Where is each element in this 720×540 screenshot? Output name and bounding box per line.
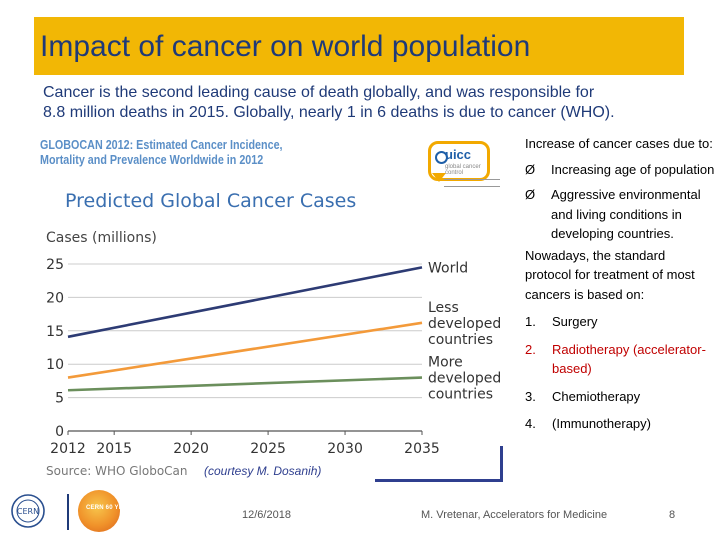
- series-label-less-developed: developed: [428, 316, 501, 332]
- anniversary-logo-text: CERN 60 YEARS: [86, 505, 137, 511]
- uicc-logo-underline: [444, 179, 500, 187]
- chart-y-tick-label: 20: [46, 290, 64, 306]
- chart-y-tick-label: 15: [46, 324, 64, 340]
- series-line-less-developed: [67, 321, 423, 379]
- chart-y-tick-label: 0: [55, 424, 64, 440]
- chart-x-tick-label: 2025: [250, 441, 286, 457]
- cause-item: Ø Aggressive environmental and living co…: [525, 185, 715, 244]
- treatment-label: Radiotherapy (accelerator-based): [552, 341, 706, 377]
- title-bar: Impact of cancer on world population: [34, 17, 684, 75]
- uicc-logo-subtext: global cancer control: [445, 164, 481, 176]
- treatment-label: (Immunotherapy): [552, 416, 651, 431]
- series-label-world: World: [428, 260, 468, 276]
- series-label-more-developed: developed: [428, 371, 501, 387]
- chart-title: Predicted Global Cancer Cases: [65, 190, 356, 212]
- intro-text: Cancer is the second leading cause of de…: [43, 83, 713, 123]
- right-column: Increase of cancer cases due to: Ø Incre…: [525, 134, 715, 434]
- uicc-logo: uicc global cancer control: [424, 139, 500, 189]
- chart-y-tick-label: 25: [46, 257, 64, 273]
- slide-title: Impact of cancer on world population: [40, 30, 531, 63]
- chart-series-labels: WorldLessdevelopedcountriesMoredeveloped…: [428, 260, 501, 402]
- cause-text: Aggressive environmental and living cond…: [551, 187, 701, 241]
- series-line-world: [67, 266, 423, 339]
- chart-x-tick-label: 2020: [173, 441, 209, 457]
- anniversary-logo: CERN 60 YEARS: [78, 490, 136, 532]
- treatment-item: 3. Chemiotherapy: [525, 387, 715, 407]
- chart-x-tick-label: 2030: [327, 441, 363, 457]
- protocol-intro: Nowadays, the standard protocol for trea…: [525, 247, 695, 302]
- series-label-more-developed: More: [428, 355, 463, 371]
- chart-x-tick-label: 2012: [50, 441, 86, 457]
- chart-series: [67, 266, 423, 392]
- chart-y-tick-label: 5: [55, 391, 64, 407]
- treatment-item-highlighted: 2. Radiotherapy (accelerator-based): [525, 340, 715, 379]
- footer-page-number: 8: [669, 509, 676, 521]
- series-label-less-developed: countries: [428, 332, 493, 348]
- intro-line-2: 8.8 million deaths in 2015. Globally, ne…: [43, 104, 615, 121]
- increase-intro: Increase of cancer cases due to:: [525, 136, 713, 151]
- chart-source: Source: WHO GloboCan: [46, 464, 188, 478]
- cause-item: Ø Increasing age of population: [525, 160, 715, 180]
- cause-text: Increasing age of population: [551, 161, 715, 177]
- arrow-bullet-icon: Ø: [525, 161, 536, 177]
- intro-line-1: Cancer is the second leading cause of de…: [43, 84, 595, 101]
- cern-logo-icon: CERN: [11, 494, 45, 528]
- treatment-label: Surgery: [552, 314, 598, 329]
- treatment-item: 1. Surgery: [525, 312, 715, 332]
- chart-x-tick-label: 2035: [404, 441, 440, 457]
- globocan-caption: GLOBOCAN 2012: Estimated Cancer Incidenc…: [40, 138, 283, 168]
- speech-tail-icon: [432, 173, 446, 182]
- chart-x-tick-label: 2015: [96, 441, 132, 457]
- logo-separator: [67, 494, 69, 530]
- treatment-number: 2.: [525, 341, 536, 357]
- series-label-less-developed: Less: [428, 300, 459, 316]
- uicc-logo-text: uicc: [445, 147, 472, 162]
- chart-gridlines: [68, 263, 422, 432]
- series-label-more-developed: countries: [428, 387, 493, 403]
- globocan-line-1: GLOBOCAN 2012: Estimated Cancer Incidenc…: [40, 138, 283, 152]
- bracket-connector: [375, 446, 503, 482]
- svg-text:CERN: CERN: [17, 507, 39, 516]
- treatment-number: 1.: [525, 314, 536, 329]
- globe-icon: [435, 151, 448, 164]
- treatment-item: 4. (Immunotherapy): [525, 414, 715, 434]
- footer-author: M. Vretenar, Accelerators for Medicine: [421, 509, 608, 521]
- courtesy-note: (courtesy M. Dosanih): [204, 464, 322, 478]
- chart-y-tick-label: 10: [46, 357, 64, 373]
- arrow-bullet-icon: Ø: [525, 187, 536, 202]
- treatment-number: 3.: [525, 388, 536, 404]
- treatment-label: Chemiotherapy: [552, 388, 641, 404]
- series-line-more-developed: [67, 376, 423, 392]
- chart-y-axis-label: Cases (millions): [46, 230, 157, 246]
- treatment-number: 4.: [525, 416, 536, 431]
- globocan-line-2: Mortality and Prevalence Worldwide in 20…: [40, 153, 264, 167]
- footer-date: 12/6/2018: [242, 509, 291, 521]
